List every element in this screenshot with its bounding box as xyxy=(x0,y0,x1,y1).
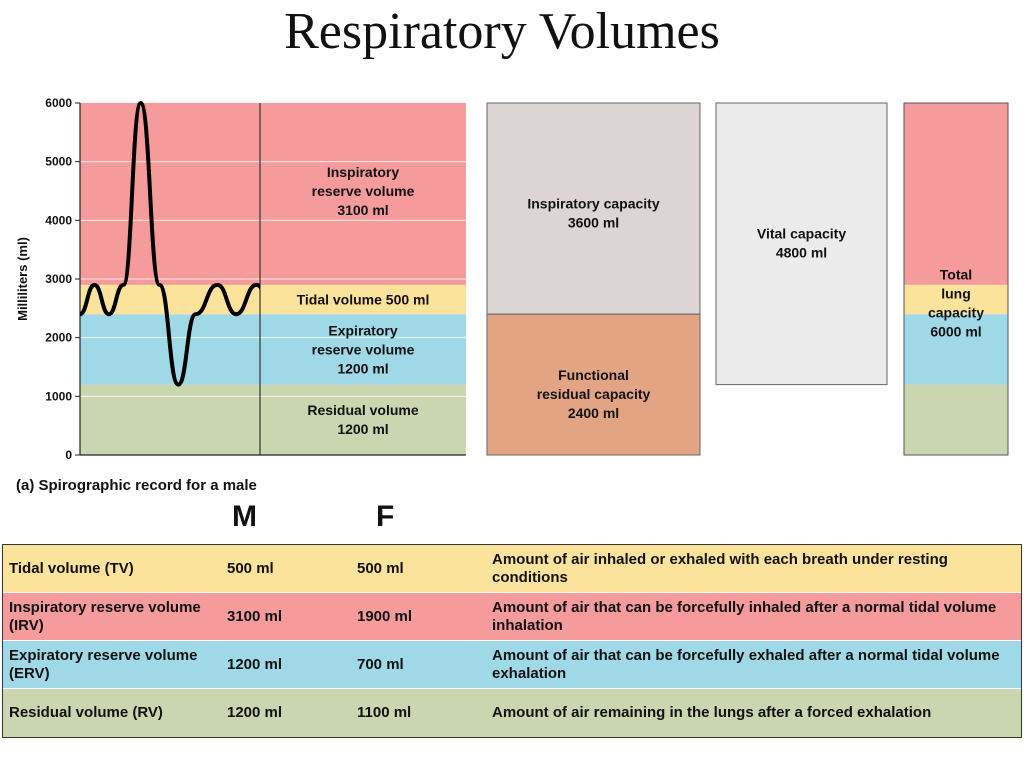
band-label-3: Residual volume xyxy=(307,402,418,418)
band-expiratory-reserve-volume xyxy=(80,314,466,385)
tlc-segment xyxy=(904,314,1008,385)
band-inspiratory-reserve-volume xyxy=(80,103,466,285)
table-row: Inspiratory reserve volume (IRV) 3100 ml 1… xyxy=(3,593,1021,641)
capacity-label-total-lung-capacity: 6000 ml xyxy=(930,323,981,339)
capacity-label-functional-residual-capacity: 2400 ml xyxy=(568,405,619,421)
y-tick-label: 5000 xyxy=(45,155,72,169)
row-male-value: 3100 ml xyxy=(227,607,283,625)
band-label-0: Inspiratory xyxy=(327,164,400,180)
row-male-value: 500 ml xyxy=(227,559,274,577)
table-row: Expiratory reserve volume (ERV) 1200 ml 70… xyxy=(3,641,1021,689)
table-row: Tidal volume (TV) 500 ml 500 ml Amount of a… xyxy=(3,545,1021,593)
row-male-value: 1200 ml xyxy=(227,704,283,721)
row-name: Inspiratory reserve volume (IRV) xyxy=(9,598,201,634)
band-label-1: Tidal volume 500 ml xyxy=(297,291,430,307)
capacity-inspiratory-capacity xyxy=(486,102,701,315)
capacity-label-total-lung-capacity: lung xyxy=(941,285,971,301)
band-label-2: 1200 ml xyxy=(337,360,388,376)
row-name: Residual volume (RV) xyxy=(9,704,163,721)
y-tick-label: 3000 xyxy=(45,272,72,286)
capacity-functional-residual-capacity xyxy=(486,313,701,456)
row-description: Amount of air that can be forcefully inh… xyxy=(492,598,997,634)
volumes-table: Tidal volume (TV) 500 ml 500 ml Amount of a… xyxy=(2,544,1022,738)
y-axis-label: Milliliters (ml) xyxy=(15,237,30,321)
capacity-label-functional-residual-capacity: Functional xyxy=(558,367,629,383)
tlc-segment xyxy=(904,103,1008,285)
row-female-value: 700 ml xyxy=(357,655,404,673)
y-tick-label: 1000 xyxy=(45,389,72,403)
capacity-label-total-lung-capacity: Total xyxy=(940,266,972,282)
row-female-value: 1100 ml xyxy=(357,704,412,721)
column-header-male: M xyxy=(232,500,257,533)
band-residual-volume xyxy=(80,384,466,455)
row-male-value: 1200 ml xyxy=(227,655,283,673)
band-label-2: reserve volume xyxy=(312,341,415,357)
band-label-3: 1200 ml xyxy=(337,421,388,437)
band-label-2: Expiratory xyxy=(328,322,397,338)
row-description: Amount of air that can be forcefully exh… xyxy=(492,646,1000,682)
y-tick-label: 2000 xyxy=(45,331,72,345)
row-female-value: 1900 ml xyxy=(357,607,413,625)
row-description: Amount of air inhaled or exhaled with ea… xyxy=(492,550,948,586)
spirogram-trace xyxy=(80,101,260,387)
table-row: Residual volume (RV) 1200 ml 1100 ml Amount… xyxy=(3,689,1021,737)
spirogram-chart: 0 1000 2000 3000 4000 5000 6000 Milliliters (ml… xyxy=(15,96,1009,494)
y-tick-label: 4000 xyxy=(45,213,72,227)
capacity-label-vital-capacity: Vital capacity xyxy=(757,225,846,241)
y-tick-label: 0 xyxy=(65,448,72,462)
tlc-segment xyxy=(904,284,1008,315)
capacity-vital-capacity xyxy=(715,102,888,386)
band-label-0: reserve volume xyxy=(312,183,415,199)
column-header-female: F xyxy=(376,500,395,533)
y-tick-label: 6000 xyxy=(45,96,72,110)
capacity-total-lung-capacity xyxy=(903,102,1009,456)
page-title: Respiratory Volumes xyxy=(284,3,720,60)
row-name: Tidal volume (TV) xyxy=(9,559,134,577)
capacity-label-vital-capacity: 4800 ml xyxy=(776,244,827,260)
capacity-label-inspiratory-capacity: 3600 ml xyxy=(568,214,619,230)
capacity-label-total-lung-capacity: capacity xyxy=(928,304,984,320)
capacity-label-inspiratory-capacity: Inspiratory capacity xyxy=(527,195,659,211)
row-female-value: 500 ml xyxy=(357,559,404,577)
tlc-segment xyxy=(904,384,1008,455)
chart-caption: (a) Spirographic record for a male xyxy=(16,477,257,494)
capacity-label-functional-residual-capacity: residual capacity xyxy=(537,386,651,402)
band-tidal-volume xyxy=(80,284,466,315)
row-name: Expiratory reserve volume (ERV) xyxy=(9,646,198,682)
row-description: Amount of air remaining in the lungs aft… xyxy=(492,704,932,721)
band-label-0: 3100 ml xyxy=(337,202,388,218)
